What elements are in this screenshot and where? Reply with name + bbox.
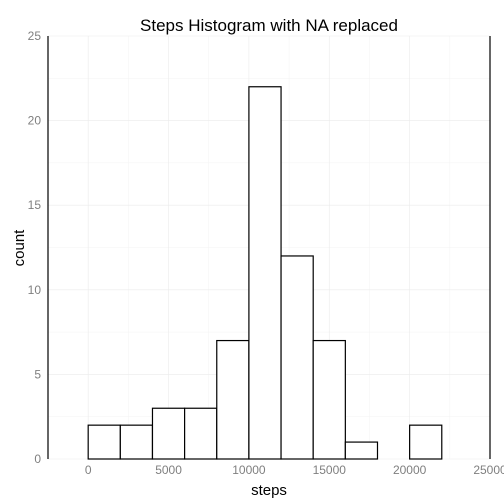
x-tick-label: 5000 (155, 463, 182, 477)
x-tick-label: 0 (85, 463, 92, 477)
axes (47, 36, 491, 459)
x-tick-label: 20000 (393, 463, 427, 477)
histogram-bar (409, 424, 443, 460)
histogram-bar (216, 339, 250, 460)
y-tick-label: 15 (28, 198, 42, 212)
y-axis-title: count (11, 229, 28, 267)
x-tick-label: 15000 (313, 463, 347, 477)
histogram-bar (344, 441, 379, 460)
histogram-bar (312, 339, 346, 460)
y-tick-labels: 0 5 10 15 20 25 (28, 29, 42, 466)
histogram-bar (151, 407, 186, 460)
y-tick-label: 5 (34, 367, 41, 381)
y-tick-label: 0 (34, 452, 41, 466)
histogram-bar (280, 255, 314, 460)
x-tick-labels: 0 5000 10000 15000 20000 25000 (85, 463, 504, 477)
histogram-bar (87, 424, 121, 460)
x-axis-title: steps (251, 482, 287, 499)
y-tick-label: 10 (28, 283, 42, 297)
y-tick-label: 25 (28, 29, 42, 43)
x-tick-label: 25000 (473, 463, 504, 477)
x-tick-label: 10000 (232, 463, 266, 477)
histogram-bar (184, 407, 218, 460)
bars (87, 86, 443, 460)
chart-title: Steps Histogram with NA replaced (140, 16, 398, 35)
y-tick-label: 20 (28, 114, 42, 128)
histogram-bar (248, 86, 282, 460)
histogram-bar (119, 424, 154, 460)
